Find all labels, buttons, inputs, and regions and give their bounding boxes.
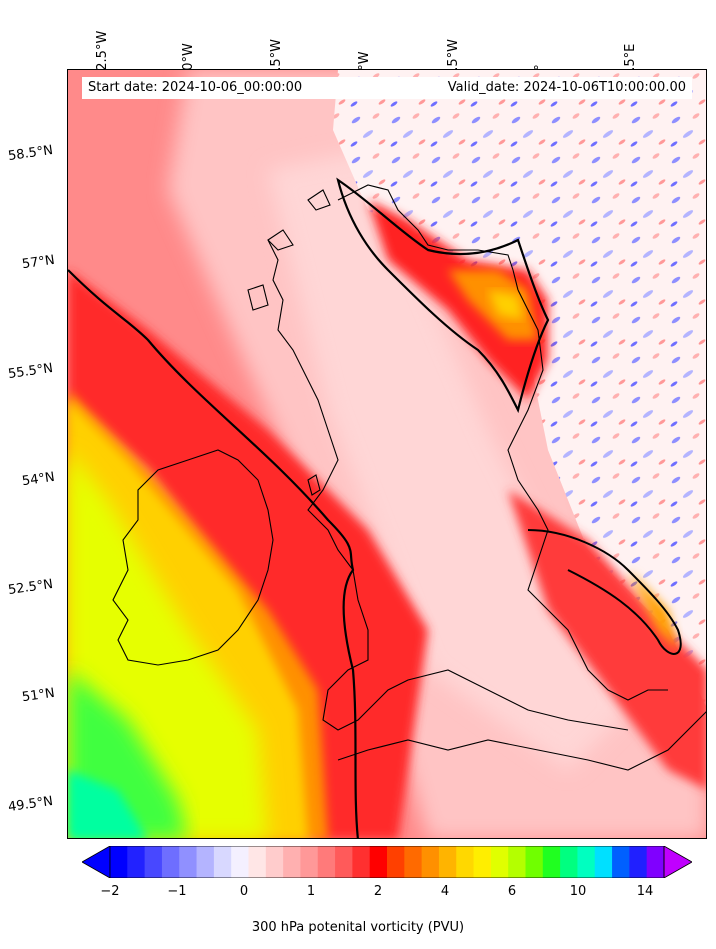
colorbar-cell bbox=[404, 846, 423, 878]
colorbar-cell bbox=[248, 846, 267, 878]
colorbar-cell bbox=[421, 846, 440, 878]
colorbar-tick: −1 bbox=[167, 884, 187, 899]
valid-date: Valid_date: 2024-10-06T10:00:00.00 bbox=[447, 80, 686, 95]
colorbar bbox=[82, 846, 692, 878]
pv-field bbox=[68, 70, 706, 838]
colorbar-cell bbox=[196, 846, 215, 878]
colorbar-cell bbox=[144, 846, 163, 878]
colorbar-title: 300 hPa potenital vorticity (PVU) bbox=[251, 920, 465, 935]
colorbar-cell bbox=[473, 846, 492, 878]
colorbar-cell bbox=[438, 846, 457, 878]
colorbar-cell bbox=[456, 846, 475, 878]
colorbar-cell bbox=[110, 846, 128, 878]
lat-label: 55.5°N bbox=[7, 360, 54, 383]
colorbar-cell bbox=[577, 846, 596, 878]
colorbar-tick: 14 bbox=[636, 884, 654, 899]
colorbar-tick: 10 bbox=[569, 884, 587, 899]
colorbar-cell bbox=[161, 846, 180, 878]
colorbar-cell bbox=[369, 846, 388, 878]
lat-label: 52.5°N bbox=[7, 576, 54, 599]
lat-label: 54°N bbox=[21, 469, 56, 490]
pv-map bbox=[67, 69, 707, 839]
date-header: Start date: 2024-10-06_00:00:00 Valid_da… bbox=[82, 77, 692, 99]
colorbar-cell bbox=[300, 846, 319, 878]
colorbar-extend-high bbox=[663, 846, 692, 878]
colorbar-cell bbox=[612, 846, 630, 878]
colorbar-cell bbox=[213, 846, 232, 878]
colorbar-cell bbox=[560, 846, 578, 878]
colorbar-cell bbox=[283, 846, 301, 878]
colorbar-cell bbox=[335, 846, 353, 878]
colorbar-cell bbox=[317, 846, 336, 878]
coastlines bbox=[112, 184, 706, 771]
lat-label: 58.5°N bbox=[7, 142, 54, 165]
colorbar-tick: −2 bbox=[100, 884, 120, 899]
colorbar-cell bbox=[179, 846, 198, 878]
colorbar-tick: 4 bbox=[440, 884, 450, 899]
colorbar-tick: 1 bbox=[306, 884, 316, 899]
lat-label: 51°N bbox=[21, 685, 56, 706]
colorbar-cell bbox=[542, 846, 561, 878]
colorbar-tick: 6 bbox=[507, 884, 517, 899]
colorbar-tick: 0 bbox=[239, 884, 249, 899]
colorbar-cell bbox=[594, 846, 613, 878]
start-date: Start date: 2024-10-06_00:00:00 bbox=[88, 80, 303, 95]
lat-label: 57°N bbox=[21, 252, 56, 273]
colorbar-cell bbox=[387, 846, 405, 878]
colorbar-cells bbox=[110, 846, 665, 878]
colorbar-cell bbox=[352, 846, 371, 878]
lat-label: 49.5°N bbox=[7, 793, 54, 816]
colorbar-cell bbox=[508, 846, 526, 878]
colorbar-cell bbox=[127, 846, 146, 878]
colorbar-cell bbox=[629, 846, 648, 878]
colorbar-cell bbox=[265, 846, 284, 878]
colorbar-extend-low bbox=[82, 846, 111, 878]
colorbar-tick: 2 bbox=[373, 884, 383, 899]
colorbar-cell bbox=[525, 846, 544, 878]
colorbar-cell bbox=[490, 846, 509, 878]
colorbar-cell bbox=[231, 846, 249, 878]
colorbar-cell bbox=[646, 846, 665, 878]
